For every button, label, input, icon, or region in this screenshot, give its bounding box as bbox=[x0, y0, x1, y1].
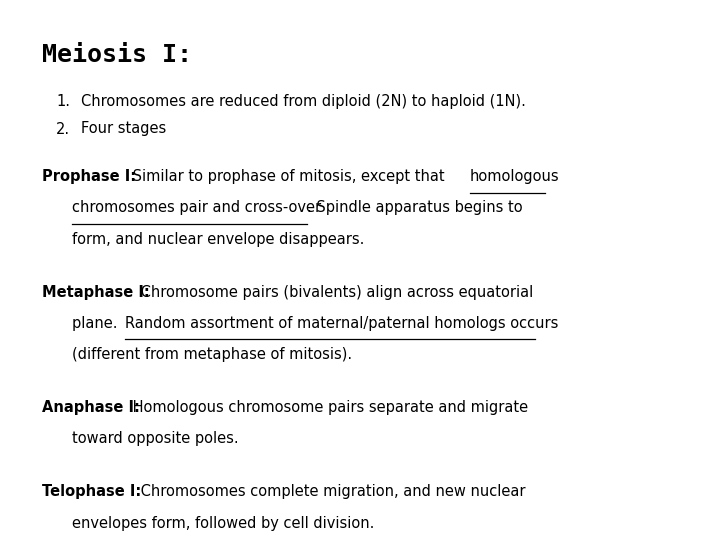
Text: Meiosis I:: Meiosis I: bbox=[42, 43, 192, 67]
Text: Similar to prophase of mitosis, except that: Similar to prophase of mitosis, except t… bbox=[128, 169, 449, 184]
Text: Telophase I:: Telophase I: bbox=[42, 484, 141, 500]
Text: Metaphase I:: Metaphase I: bbox=[42, 285, 150, 300]
Text: Random assortment of maternal/paternal homologs occurs: Random assortment of maternal/paternal h… bbox=[125, 316, 559, 331]
Text: Chromosomes are reduced from diploid (2N) to haploid (1N).: Chromosomes are reduced from diploid (2N… bbox=[81, 94, 526, 110]
Text: homologous: homologous bbox=[469, 169, 559, 184]
Text: Anaphase I:: Anaphase I: bbox=[42, 400, 140, 415]
Text: Homologous chromosome pairs separate and migrate: Homologous chromosome pairs separate and… bbox=[128, 400, 528, 415]
Text: envelopes form, followed by cell division.: envelopes form, followed by cell divisio… bbox=[72, 516, 374, 531]
Text: form, and nuclear envelope disappears.: form, and nuclear envelope disappears. bbox=[72, 232, 364, 247]
Text: Chromosome pairs (bivalents) align across equatorial: Chromosome pairs (bivalents) align acros… bbox=[136, 285, 534, 300]
Text: chromosomes pair and cross-over: chromosomes pair and cross-over bbox=[72, 200, 321, 215]
Text: plane.: plane. bbox=[72, 316, 122, 331]
Text: Four stages: Four stages bbox=[81, 122, 166, 137]
Text: 1.: 1. bbox=[56, 94, 70, 110]
Text: . Spindle apparatus begins to: . Spindle apparatus begins to bbox=[307, 200, 523, 215]
Text: 2.: 2. bbox=[56, 122, 71, 137]
Text: toward opposite poles.: toward opposite poles. bbox=[72, 431, 238, 447]
Text: Chromosomes complete migration, and new nuclear: Chromosomes complete migration, and new … bbox=[136, 484, 526, 500]
Text: (different from metaphase of mitosis).: (different from metaphase of mitosis). bbox=[72, 347, 352, 362]
Text: Prophase I:: Prophase I: bbox=[42, 169, 136, 184]
